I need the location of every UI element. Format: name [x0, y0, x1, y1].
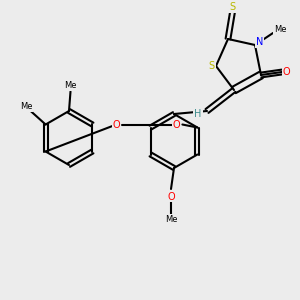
Text: H: H	[194, 109, 202, 119]
Text: Me: Me	[274, 26, 287, 34]
Text: S: S	[208, 61, 214, 71]
Text: S: S	[230, 2, 236, 13]
Text: O: O	[167, 191, 175, 202]
Text: O: O	[172, 119, 180, 130]
Text: Me: Me	[165, 214, 177, 224]
Text: Me: Me	[20, 102, 32, 111]
Text: O: O	[112, 119, 120, 130]
Text: Me: Me	[64, 81, 77, 90]
Text: N: N	[256, 37, 263, 47]
Text: O: O	[283, 67, 290, 77]
